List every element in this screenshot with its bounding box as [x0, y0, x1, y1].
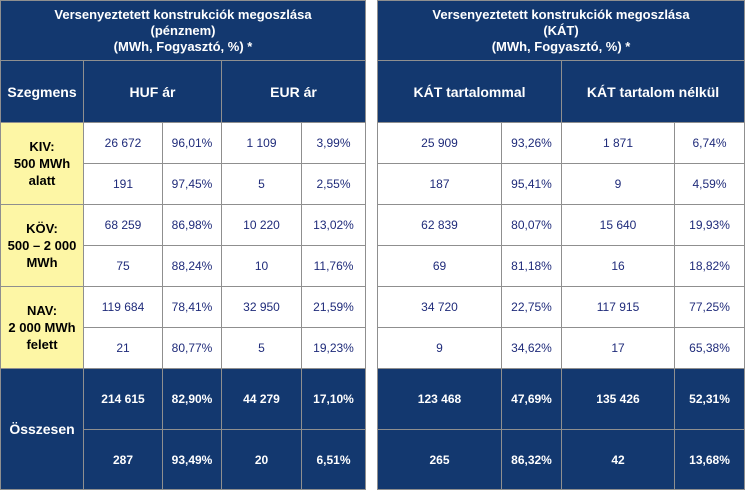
table-cell: 15 640 — [561, 204, 675, 246]
segment-kov-line-3: MWh — [26, 255, 58, 270]
table-cell: 96,01% — [162, 122, 222, 164]
table-cell: 17 — [561, 327, 675, 369]
table-cell: 1 109 — [221, 122, 302, 164]
table-cell: 18,82% — [673, 245, 745, 287]
segment-kov-line-1: KÖV: — [26, 221, 58, 236]
table-cell: 21,59% — [300, 286, 367, 328]
table-cell: 97,45% — [162, 163, 222, 205]
total-cell: 265 — [377, 429, 502, 490]
segment-nav: NAV: 2 000 MWh felett — [0, 286, 84, 369]
segment-nav-line-1: NAV: — [26, 303, 58, 318]
kat-without-header: KÁT tartalom nélkül — [560, 60, 745, 123]
table-cell: 13,02% — [300, 204, 367, 246]
table-cell: 25 909 — [377, 122, 502, 164]
total-cell: 214 615 — [83, 368, 163, 430]
table-cell: 62 839 — [377, 204, 502, 246]
total-cell: 13,68% — [673, 429, 745, 490]
table-cell: 22,75% — [501, 286, 562, 328]
table-cell: 9 — [377, 327, 502, 369]
total-cell: 6,51% — [300, 429, 367, 490]
table-cell: 26 672 — [83, 122, 163, 164]
table-cell: 2,55% — [300, 163, 367, 205]
segment-kiv-line-1: KIV: — [29, 139, 55, 154]
table-cell: 32 950 — [221, 286, 302, 328]
kat-with-header: KÁT tartalommal — [377, 60, 562, 123]
table-cell: 5 — [221, 163, 302, 205]
left-title-line-3: (MWh, Fogyasztó, %) * — [113, 38, 253, 54]
table-cell: 75 — [83, 245, 163, 287]
table-cell: 19,23% — [300, 327, 367, 369]
total-cell: 93,49% — [162, 429, 222, 490]
table-cell: 117 915 — [561, 286, 675, 328]
table-cell: 95,41% — [501, 163, 562, 205]
total-label: Összesen — [0, 368, 84, 490]
right-title-line-3: (MWh, Fogyasztó, %) * — [491, 38, 631, 54]
table-cell: 69 — [377, 245, 502, 287]
table-cell: 78,41% — [162, 286, 222, 328]
table-cell: 10 220 — [221, 204, 302, 246]
table-cell: 86,98% — [162, 204, 222, 246]
table-cell: 21 — [83, 327, 163, 369]
left-title: Versenyeztetett konstrukciók megoszlása … — [0, 0, 367, 61]
total-cell: 52,31% — [673, 368, 745, 430]
table-cell: 191 — [83, 163, 163, 205]
table-cell: 11,76% — [300, 245, 367, 287]
table-cell: 3,99% — [300, 122, 367, 164]
segment-header: Szegmens — [0, 60, 84, 123]
total-cell: 287 — [83, 429, 163, 490]
table-cell: 34,62% — [501, 327, 562, 369]
total-cell: 82,90% — [162, 368, 222, 430]
segment-kiv-line-3: alatt — [28, 173, 56, 188]
table-cell: 93,26% — [501, 122, 562, 164]
segment-kiv: KIV: 500 MWh alatt — [0, 122, 84, 205]
table-cell: 1 871 — [561, 122, 675, 164]
table-cell: 119 684 — [83, 286, 163, 328]
table-cell: 80,77% — [162, 327, 222, 369]
table-cell: 68 259 — [83, 204, 163, 246]
segment-nav-line-3: felett — [26, 337, 58, 352]
right-table: Versenyeztetett konstrukciók megoszlása … — [376, 0, 745, 490]
table-cell: 77,25% — [673, 286, 745, 328]
table-cell: 5 — [221, 327, 302, 369]
table-cell: 80,07% — [501, 204, 562, 246]
table-cell: 81,18% — [501, 245, 562, 287]
right-title-line-1: Versenyeztetett konstrukciók megoszlása — [432, 6, 690, 22]
left-title-line-1: Versenyeztetett konstrukciók megoszlása — [54, 6, 312, 22]
table-cell: 34 720 — [377, 286, 502, 328]
huf-header: HUF ár — [83, 60, 222, 123]
table-cell: 19,93% — [673, 204, 745, 246]
eur-header: EUR ár — [220, 60, 367, 123]
segment-nav-line-2: 2 000 MWh — [8, 320, 76, 335]
total-cell: 123 468 — [377, 368, 502, 430]
segment-kov-line-2: 500 – 2 000 — [7, 238, 77, 253]
total-cell: 86,32% — [501, 429, 562, 490]
table-cell: 6,74% — [673, 122, 745, 164]
left-title-line-2: (pénznem) — [150, 22, 216, 38]
table-cell: 4,59% — [673, 163, 745, 205]
segment-kov: KÖV: 500 – 2 000 MWh — [0, 204, 84, 287]
total-cell: 47,69% — [501, 368, 562, 430]
left-table: Versenyeztetett konstrukciók megoszlása … — [0, 0, 367, 490]
table-cell: 10 — [221, 245, 302, 287]
total-cell: 20 — [221, 429, 302, 490]
table-cell: 187 — [377, 163, 502, 205]
total-cell: 42 — [561, 429, 675, 490]
table-cell: 88,24% — [162, 245, 222, 287]
segment-kiv-line-2: 500 MWh — [13, 156, 71, 171]
table-cell: 65,38% — [673, 327, 745, 369]
table-cell: 16 — [561, 245, 675, 287]
table-cell: 9 — [561, 163, 675, 205]
right-title: Versenyeztetett konstrukciók megoszlása … — [376, 0, 745, 61]
total-cell: 17,10% — [300, 368, 367, 430]
total-cell: 135 426 — [561, 368, 675, 430]
total-cell: 44 279 — [221, 368, 302, 430]
right-title-line-2: (KÁT) — [543, 22, 579, 38]
